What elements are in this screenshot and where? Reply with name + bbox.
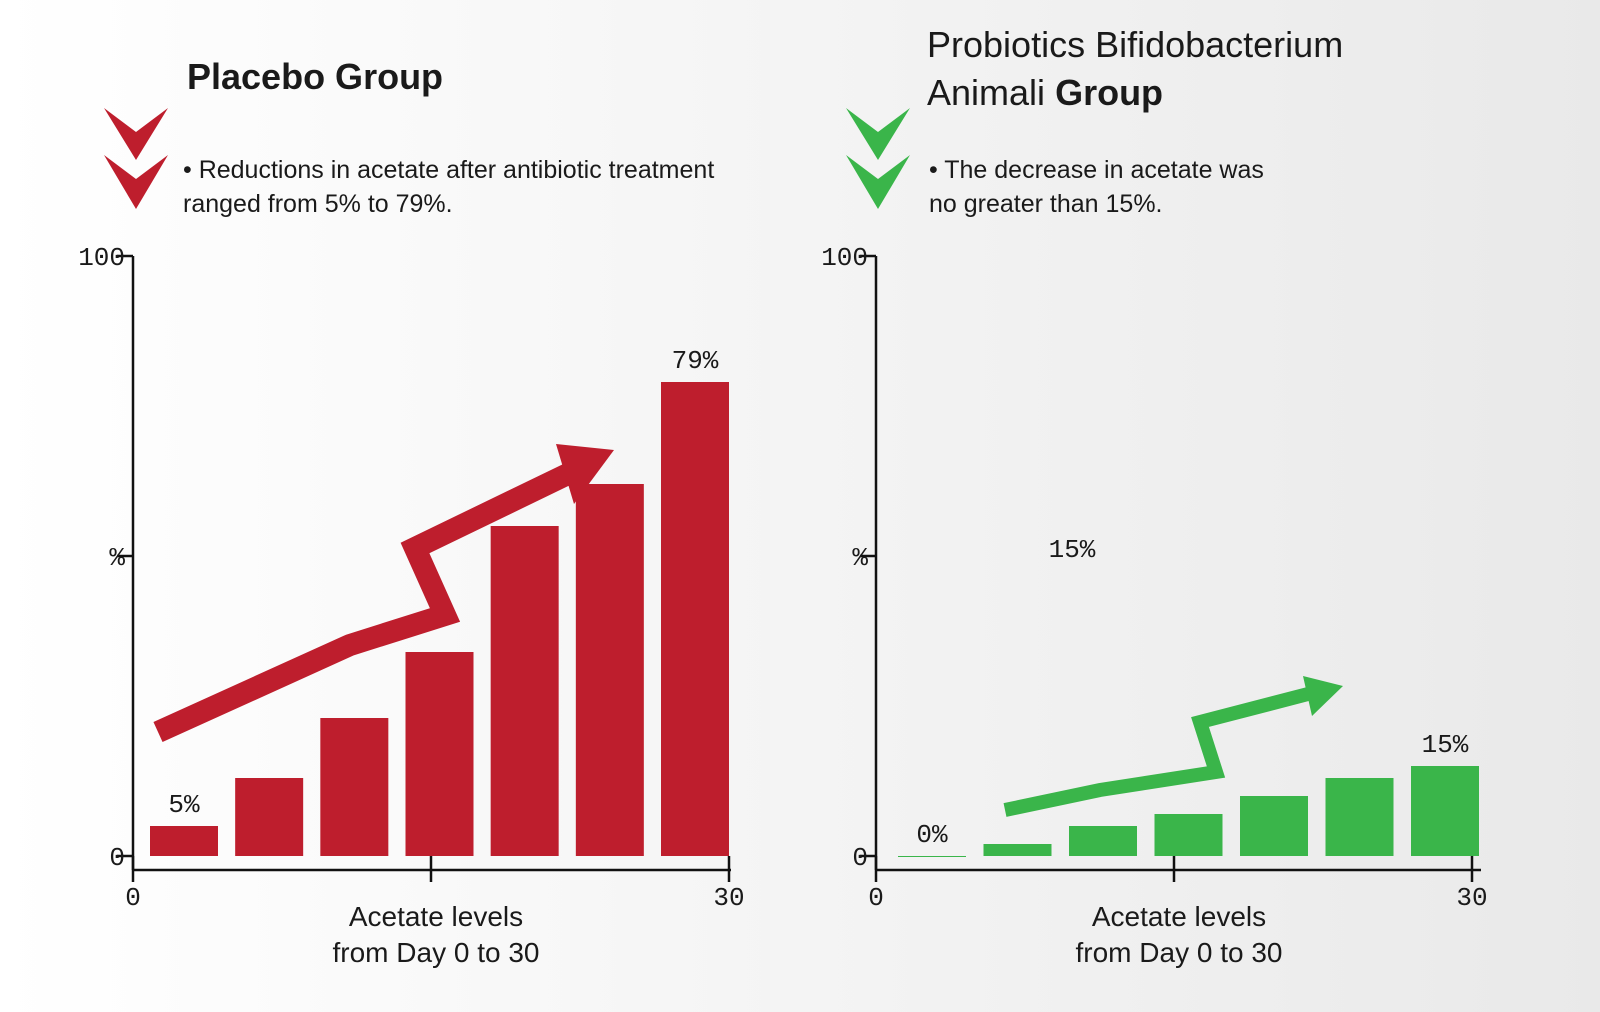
chevron [104, 108, 168, 160]
note: • Reductions in acetate after antibiotic… [183, 156, 714, 184]
x-axis-label: from Day 0 to 30 [333, 937, 540, 968]
arrow-head [1303, 676, 1343, 716]
chevron [846, 155, 910, 209]
chart-title: Placebo Group [187, 56, 443, 97]
x-axis-label: Acetate levels [1092, 901, 1266, 932]
note: • The decrease in acetate was [929, 156, 1264, 184]
x-tick-label: 0 [125, 883, 141, 913]
annotation: 15% [1049, 535, 1096, 565]
x-tick-label: 30 [1456, 883, 1487, 913]
x-axis-label: Acetate levels [349, 901, 523, 932]
arrow-head [556, 444, 614, 504]
bar [1411, 766, 1479, 856]
bar [661, 382, 729, 856]
x-axis-label: from Day 0 to 30 [1076, 937, 1283, 968]
y-tick-label: 100 [78, 243, 125, 273]
y-tick-label: % [109, 543, 125, 573]
trend-arrow [1003, 687, 1310, 817]
value-label: 79% [672, 346, 719, 376]
bar [150, 826, 218, 856]
bar [320, 718, 389, 856]
bar [1069, 826, 1137, 856]
bar [1240, 796, 1308, 856]
note: ranged from 5% to 79%. [183, 190, 453, 218]
note: no greater than 15%. [929, 190, 1163, 218]
x-tick-label: 30 [713, 883, 744, 913]
bar [405, 652, 474, 856]
bar [235, 778, 304, 856]
bar [575, 484, 644, 856]
value-label: 15% [1422, 730, 1469, 760]
bar [490, 526, 559, 856]
bar [898, 856, 966, 857]
x-tick-label: 0 [868, 883, 884, 913]
trend-arrow [153, 462, 577, 743]
y-tick-label: % [852, 543, 868, 573]
y-tick-label: 100 [821, 243, 868, 273]
chevron [104, 155, 168, 209]
title-part: Group [1055, 72, 1163, 113]
y-tick-label: 0 [852, 843, 868, 873]
chevron [846, 108, 910, 160]
y-tick-label: 0 [109, 843, 125, 873]
title-part: Animali [927, 72, 1045, 113]
value-label: 5% [168, 790, 200, 820]
bar [983, 844, 1052, 856]
bar [1325, 778, 1394, 856]
bar [1154, 814, 1223, 856]
chart-title: Probiotics Bifidobacterium [927, 24, 1343, 65]
value-label: 0% [916, 820, 948, 850]
chart-title: Animali Group [927, 72, 1163, 113]
